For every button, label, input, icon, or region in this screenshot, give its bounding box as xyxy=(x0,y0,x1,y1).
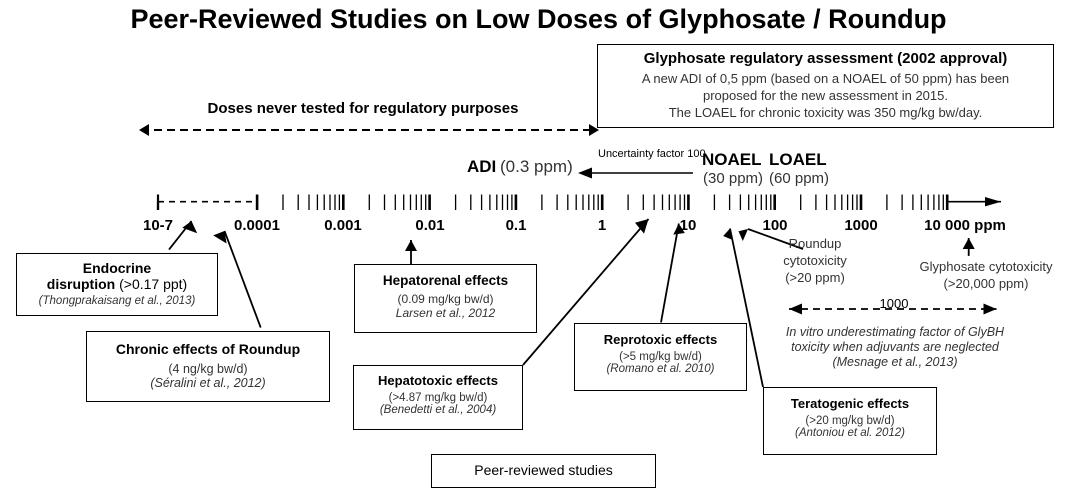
svg-text:0.1: 0.1 xyxy=(506,217,527,234)
svg-text:1000: 1000 xyxy=(844,217,877,234)
svg-text:LOAEL: LOAEL xyxy=(769,150,827,169)
svg-text:(0.3 ppm): (0.3 ppm) xyxy=(500,157,573,176)
svg-text:0.01: 0.01 xyxy=(415,217,444,234)
svg-text:(60 ppm): (60 ppm) xyxy=(769,170,829,187)
svg-text:100: 100 xyxy=(762,217,787,234)
svg-text:1: 1 xyxy=(598,217,606,234)
svg-text:NOAEL: NOAEL xyxy=(702,150,762,169)
svg-text:ADI: ADI xyxy=(467,157,496,176)
svg-text:10-7: 10-7 xyxy=(143,217,173,234)
svg-text:Uncertainty factor 100: Uncertainty factor 100 xyxy=(598,148,706,160)
svg-text:(30 ppm): (30 ppm) xyxy=(703,170,763,187)
svg-text:0.001: 0.001 xyxy=(324,217,362,234)
svg-text:10 000 ppm: 10 000 ppm xyxy=(924,217,1006,234)
svg-text:0.0001: 0.0001 xyxy=(234,217,280,234)
